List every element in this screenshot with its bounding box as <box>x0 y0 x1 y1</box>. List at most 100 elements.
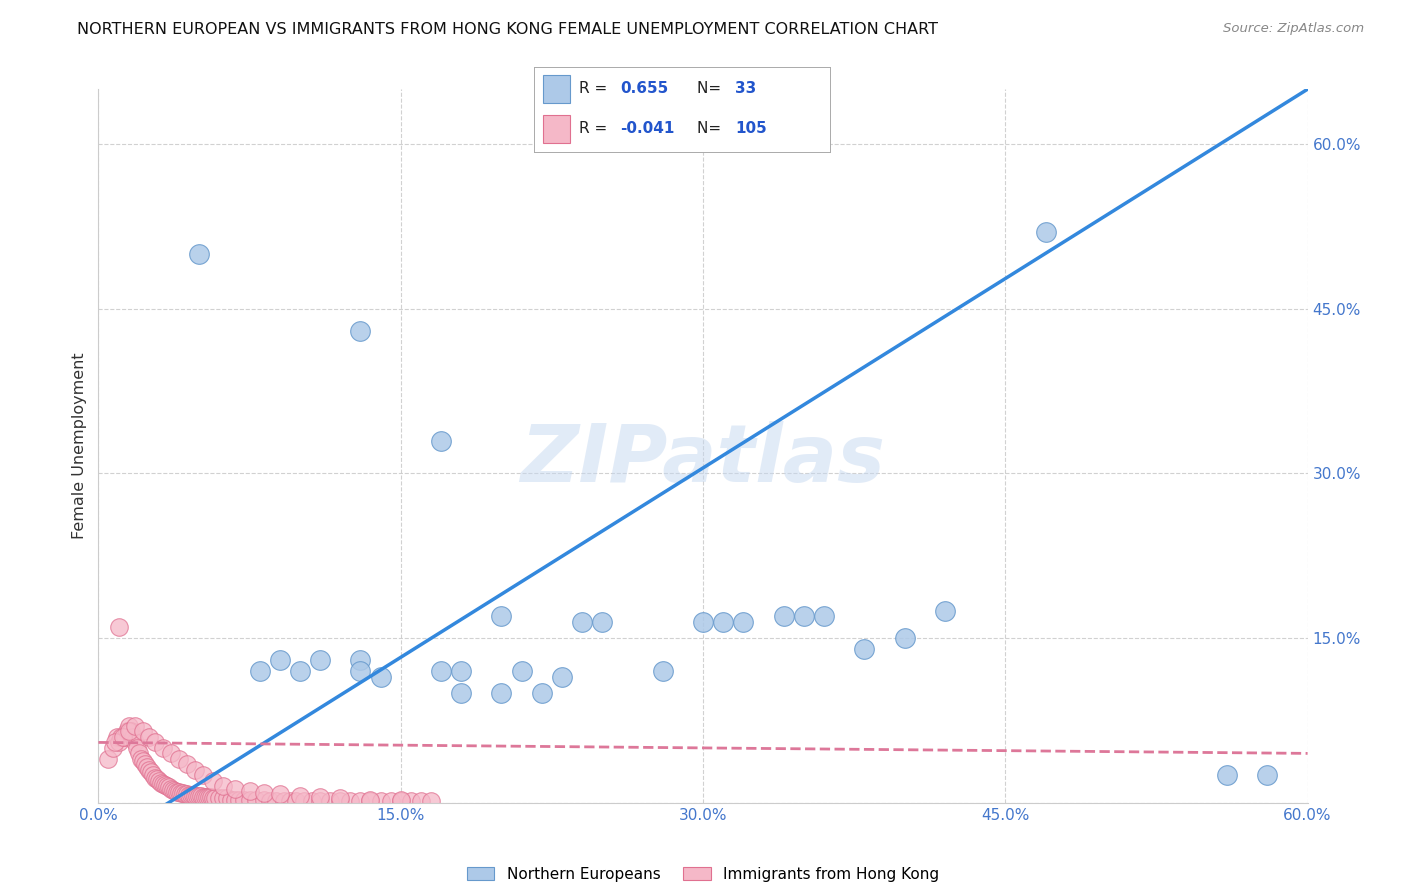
Point <box>115 724 138 739</box>
Point <box>309 653 332 667</box>
Point <box>772 609 794 624</box>
Point <box>162 782 184 797</box>
Point <box>195 790 218 805</box>
Point <box>194 790 217 805</box>
Point <box>339 794 361 808</box>
Point <box>491 686 513 700</box>
Point <box>733 615 755 629</box>
Point <box>419 794 441 808</box>
Point <box>853 642 876 657</box>
Point <box>273 794 295 808</box>
Point <box>177 788 201 802</box>
Point <box>142 768 165 782</box>
Point <box>153 778 176 792</box>
Point <box>450 664 472 678</box>
Point <box>105 730 128 744</box>
Point <box>349 794 371 808</box>
Point <box>143 771 166 785</box>
Point <box>202 791 225 805</box>
Point <box>172 786 194 800</box>
Point <box>125 740 148 755</box>
Point <box>269 787 291 801</box>
Point <box>259 794 281 808</box>
Point <box>200 790 222 805</box>
Point <box>184 763 207 777</box>
Point <box>120 724 142 739</box>
Point <box>167 752 190 766</box>
Text: 105: 105 <box>735 121 766 136</box>
Point <box>430 434 453 448</box>
Point <box>450 686 472 700</box>
Text: N=: N= <box>697 81 725 96</box>
Point <box>181 788 204 802</box>
Text: ZIPatlas: ZIPatlas <box>520 421 886 500</box>
Point <box>135 759 157 773</box>
Point <box>329 794 352 808</box>
Point <box>360 792 382 806</box>
Point <box>224 781 246 796</box>
Point <box>156 780 179 794</box>
Point <box>278 794 301 808</box>
Text: R =: R = <box>579 121 612 136</box>
Y-axis label: Female Unemployment: Female Unemployment <box>72 352 87 540</box>
Point <box>232 792 254 806</box>
Point <box>97 752 120 766</box>
Point <box>551 669 574 683</box>
Point <box>253 786 276 800</box>
Point <box>711 615 734 629</box>
Point <box>143 735 166 749</box>
Point <box>288 664 311 678</box>
Point <box>167 785 190 799</box>
Text: -0.041: -0.041 <box>620 121 675 136</box>
Point <box>124 735 146 749</box>
Point <box>893 631 915 645</box>
Point <box>253 792 276 806</box>
Point <box>132 754 155 768</box>
Point <box>319 794 342 808</box>
Point <box>264 794 287 808</box>
Point <box>129 752 152 766</box>
Point <box>152 740 174 755</box>
Point <box>163 783 186 797</box>
Point <box>176 757 198 772</box>
Point <box>399 794 422 808</box>
Point <box>157 780 180 795</box>
Point <box>1256 768 1278 782</box>
Point <box>212 780 235 794</box>
Point <box>309 790 332 805</box>
Point <box>309 794 332 808</box>
Point <box>128 747 150 761</box>
Point <box>249 664 271 678</box>
Point <box>370 669 392 683</box>
Point <box>184 789 207 804</box>
Point <box>349 653 371 667</box>
Point <box>389 794 412 808</box>
Text: 33: 33 <box>735 81 756 96</box>
Point <box>212 791 235 805</box>
Point <box>349 324 371 338</box>
Point <box>124 719 146 733</box>
Point <box>217 791 239 805</box>
Point <box>118 719 141 733</box>
Point <box>134 757 156 772</box>
Point <box>389 792 412 806</box>
Point <box>292 794 315 808</box>
Point <box>193 768 215 782</box>
Point <box>101 740 124 755</box>
Point <box>208 791 231 805</box>
Point <box>934 604 956 618</box>
Point <box>176 787 198 801</box>
Point <box>204 791 226 805</box>
Point <box>148 773 170 788</box>
Point <box>198 790 221 805</box>
Point <box>186 789 208 804</box>
Point <box>245 792 267 806</box>
Point <box>349 664 371 678</box>
Point <box>152 777 174 791</box>
Point <box>269 653 291 667</box>
Point <box>301 794 323 808</box>
Point <box>409 794 432 808</box>
Text: R =: R = <box>579 81 612 96</box>
Legend: Northern Europeans, Immigrants from Hong Kong: Northern Europeans, Immigrants from Hong… <box>461 861 945 888</box>
Point <box>224 792 246 806</box>
